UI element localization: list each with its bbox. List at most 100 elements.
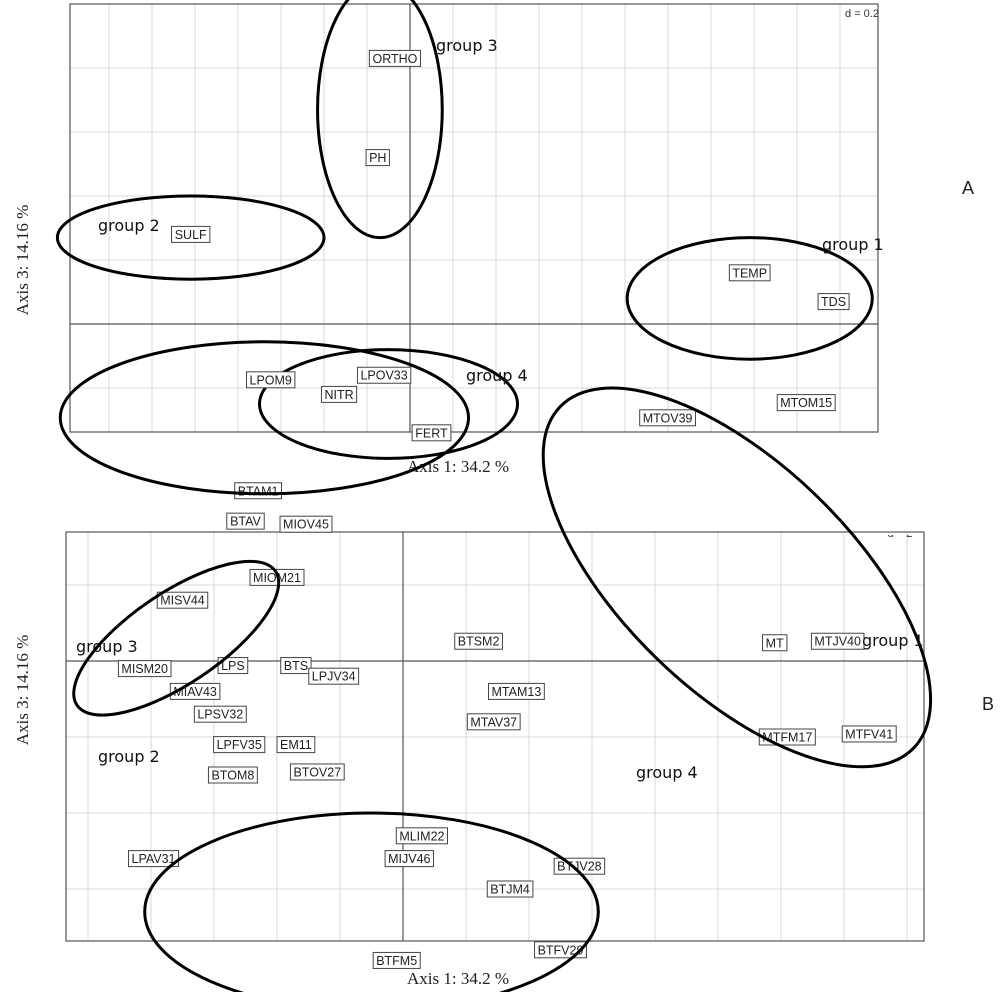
- group-ellipse-group-2: [72, 559, 281, 717]
- svg-text:BTSM2: BTSM2: [458, 635, 500, 649]
- panel-b: d = 2 LPOM9 LPOV33 MTOV39 MTOM15 BTAM1 BTAV MIO…: [13, 340, 994, 992]
- point-label-btam1: BTAM1: [234, 482, 282, 500]
- point-label-btjm4: BTJM4: [486, 880, 534, 898]
- svg-text:MISM20: MISM20: [121, 662, 168, 676]
- group-label-group-3: group 3: [436, 36, 498, 55]
- point-label-miov45: MIOV45: [279, 515, 333, 533]
- point-label-btav: BTAV: [226, 512, 265, 530]
- svg-text:BTFM5: BTFM5: [376, 954, 417, 968]
- svg-text:MIAV43: MIAV43: [173, 685, 217, 699]
- svg-text:MIOV45: MIOV45: [283, 518, 329, 532]
- group-ellipse-group-3: [316, 0, 444, 240]
- panel-a: d = 0.2 ORTHO PH SULF TEMP TDS NITR FERT group 3…: [13, 0, 974, 476]
- point-label-mt: MT: [761, 634, 788, 652]
- group-ellipse-group-3: [58, 340, 471, 496]
- point-label-lpjv34: LPJV34: [308, 667, 360, 685]
- scale-note: d = 0.2: [845, 8, 879, 20]
- point-label-lpov33: LPOV33: [356, 366, 412, 384]
- svg-text:MLIM22: MLIM22: [399, 829, 444, 843]
- svg-text:BTS: BTS: [284, 659, 308, 673]
- panel-letter: B: [982, 694, 994, 714]
- group-label-group-4: group 4: [636, 763, 698, 782]
- svg-text:TEMP: TEMP: [732, 266, 767, 280]
- point-label-tds: TDS: [817, 293, 850, 311]
- svg-text:ORTHO: ORTHO: [372, 52, 417, 66]
- point-label-mism20: MISM20: [117, 660, 172, 678]
- point-label-btfv29: BTFV29: [534, 941, 587, 959]
- point-label-btov27: BTOV27: [289, 763, 345, 781]
- svg-text:MTFM17: MTFM17: [762, 731, 812, 745]
- point-label-ortho: ORTHO: [368, 49, 422, 67]
- point-label-mtav37: MTAV37: [466, 713, 521, 731]
- svg-text:MTOV39: MTOV39: [643, 411, 693, 425]
- svg-text:FERT: FERT: [415, 426, 448, 440]
- svg-text:MISV44: MISV44: [160, 594, 205, 608]
- y-axis-title: Axis 3: 14.16 %: [13, 205, 32, 316]
- point-label-mtom15: MTOM15: [776, 394, 836, 412]
- point-label-temp: TEMP: [728, 264, 771, 282]
- group-label-group-2: group 2: [98, 747, 160, 766]
- svg-text:PH: PH: [369, 151, 386, 165]
- group-ellipse-group-1: [541, 386, 933, 769]
- plot-frame: [65, 531, 925, 942]
- svg-text:MTFV41: MTFV41: [845, 727, 893, 741]
- svg-text:MTAM13: MTAM13: [492, 685, 542, 699]
- svg-text:BTAM1: BTAM1: [238, 484, 279, 498]
- point-label-fert: FERT: [411, 424, 452, 442]
- svg-text:MIJV46: MIJV46: [388, 852, 430, 866]
- point-label-lpav31: LPAV31: [127, 850, 180, 868]
- point-label-ph: PH: [365, 149, 390, 167]
- point-label-mtfm17: MTFM17: [758, 728, 816, 746]
- svg-text:BTOV27: BTOV27: [293, 765, 341, 779]
- panel-letter: A: [962, 178, 974, 198]
- svg-text:LPOM9: LPOM9: [250, 373, 292, 387]
- plot-frame: [69, 3, 879, 433]
- svg-text:BTFV29: BTFV29: [538, 943, 584, 957]
- point-label-sulf: SULF: [171, 225, 211, 243]
- svg-text:SULF: SULF: [175, 228, 207, 242]
- point-label-mlim22: MLIM22: [395, 827, 449, 845]
- y-axis-title: Axis 3: 14.16 %: [13, 635, 32, 746]
- point-label-lpsv32: LPSV32: [193, 705, 247, 723]
- point-label-btsm2: BTSM2: [454, 632, 503, 650]
- group-label-group-3: group 3: [76, 637, 138, 656]
- svg-text:LPSV32: LPSV32: [197, 708, 243, 722]
- point-label-lpfv35: LPFV35: [213, 736, 266, 754]
- svg-text:BTOM8: BTOM8: [211, 769, 254, 783]
- svg-text:MTAV37: MTAV37: [470, 715, 517, 729]
- group-label-group-1: group 1: [822, 235, 884, 254]
- svg-text:LPJV34: LPJV34: [312, 670, 356, 684]
- svg-text:LPOV33: LPOV33: [360, 369, 407, 383]
- point-label-bts: BTS: [280, 657, 312, 675]
- scale-note: d = 2: [888, 528, 913, 540]
- point-label-btfm5: BTFM5: [372, 951, 421, 969]
- point-label-nitr: NITR: [320, 385, 358, 403]
- point-label-lps: LPS: [217, 657, 249, 675]
- point-label-lpom9: LPOM9: [245, 371, 296, 389]
- group-ellipse-group-4: [143, 811, 600, 992]
- point-label-misv44: MISV44: [156, 591, 209, 609]
- group-ellipse-group-1: [625, 236, 874, 361]
- group-label-group-1: group 1: [862, 631, 924, 650]
- svg-text:TDS: TDS: [821, 295, 846, 309]
- point-label-mtjv40: MTJV40: [810, 632, 865, 650]
- svg-text:BTJM4: BTJM4: [490, 883, 530, 897]
- svg-text:LPS: LPS: [221, 659, 245, 673]
- point-label-em11: EM11: [276, 736, 316, 754]
- point-label-mtfv41: MTFV41: [841, 725, 897, 743]
- group-label-group-4: group 4: [466, 366, 528, 385]
- group-label-group-2: group 2: [98, 216, 160, 235]
- svg-text:LPAV31: LPAV31: [132, 852, 176, 866]
- svg-text:MTOM15: MTOM15: [780, 396, 832, 410]
- svg-text:MTJV40: MTJV40: [814, 635, 861, 649]
- svg-text:MT: MT: [766, 636, 784, 650]
- x-axis-title: Axis 1: 34.2 %: [407, 969, 509, 988]
- svg-text:LPFV35: LPFV35: [217, 738, 262, 752]
- group-ellipse-group-4: [258, 348, 519, 460]
- point-label-mtam13: MTAM13: [487, 682, 545, 700]
- point-label-btom8: BTOM8: [207, 766, 258, 784]
- point-label-mtov39: MTOV39: [639, 409, 697, 427]
- svg-text:NITR: NITR: [324, 388, 353, 402]
- svg-text:BTAV: BTAV: [230, 515, 261, 529]
